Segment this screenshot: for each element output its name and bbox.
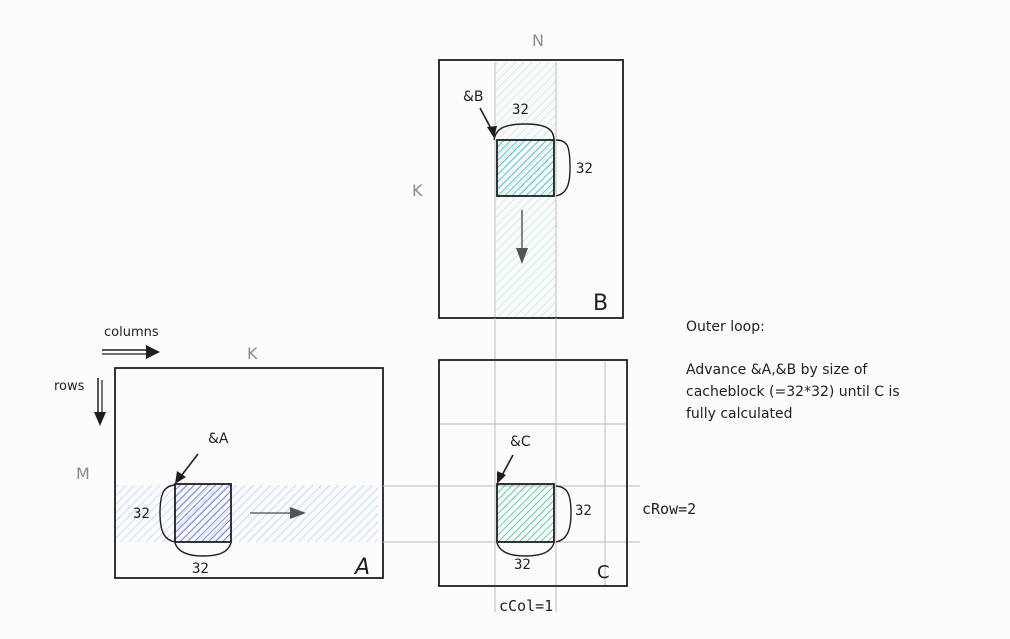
b-advance-arrowhead <box>516 248 528 264</box>
b-pointer-arrowhead <box>487 126 497 138</box>
b-block-height-brace <box>555 139 571 197</box>
label-k-b: K <box>412 181 423 200</box>
b-block-width-brace <box>493 123 555 141</box>
c-block-width-brace <box>496 542 555 557</box>
a-cache-block <box>174 483 232 543</box>
label-c-row: cRow=2 <box>642 500 696 518</box>
c-pointer-arrowhead <box>497 471 506 484</box>
note-line-3: cacheblock (=32*32) until C is <box>686 384 900 400</box>
note-line-1: Outer loop: <box>686 319 765 335</box>
a-row-strip <box>116 485 378 542</box>
label-ptr-a: &A <box>208 431 229 447</box>
label-ptr-b: &B <box>463 89 484 105</box>
a-block-height-label: 32 <box>133 506 150 522</box>
a-block-height-brace <box>159 484 176 543</box>
outer-loop-note: Outer loop: Advance &A,&B by size of cac… <box>686 319 900 422</box>
label-n: N <box>532 31 544 50</box>
note-line-4: fully calculated <box>686 406 793 422</box>
label-columns: columns <box>104 325 159 340</box>
label-matrix-c: C <box>597 562 610 583</box>
rows-arrowhead <box>94 412 106 426</box>
matrix-a <box>114 367 384 579</box>
matrix-b <box>438 59 624 319</box>
a-pointer-arrowhead <box>175 471 186 484</box>
matrix-c-border <box>438 359 628 587</box>
c-cache-block <box>496 483 555 543</box>
columns-arrowhead <box>146 345 160 359</box>
label-k-a: K <box>247 344 258 363</box>
label-m: M <box>76 464 90 483</box>
axis-hints <box>94 345 160 426</box>
b-block-height-label: 32 <box>576 161 593 177</box>
a-block-width-label: 32 <box>192 561 209 577</box>
b-block-width-label: 32 <box>512 102 529 118</box>
a-advance-arrowhead <box>290 507 306 519</box>
matrix-b-border <box>438 59 624 319</box>
a-block-width-brace <box>174 542 232 557</box>
note-line-2: Advance &A,&B by size of <box>686 362 868 378</box>
label-matrix-b: B <box>593 291 608 316</box>
label-c-col: cCol=1 <box>499 597 553 615</box>
label-ptr-c: &C <box>510 434 531 450</box>
matrix-c <box>383 318 640 612</box>
c-block-height-label: 32 <box>575 503 592 519</box>
matrix-a-border <box>114 367 384 579</box>
label-rows: rows <box>54 379 85 394</box>
c-block-width-label: 32 <box>514 557 531 573</box>
b-cache-block <box>496 139 555 197</box>
label-matrix-a: A <box>353 555 370 580</box>
c-block-height-brace <box>555 485 572 543</box>
